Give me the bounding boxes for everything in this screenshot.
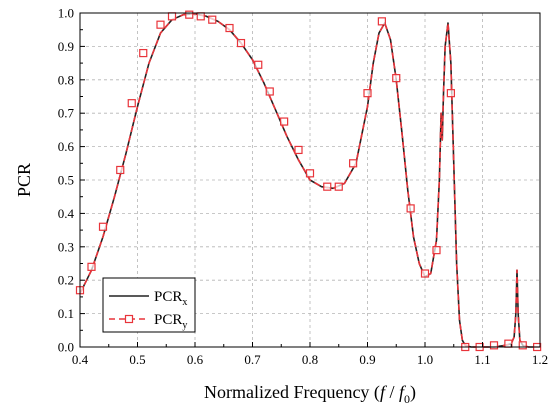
legend-marker-pcry bbox=[124, 314, 134, 324]
data-point-marker bbox=[406, 204, 415, 213]
data-point-marker bbox=[377, 17, 386, 26]
data-point-marker bbox=[156, 20, 165, 29]
data-point-marker bbox=[139, 48, 148, 58]
x-axis-label: Normalized Frequency (f / f0) bbox=[204, 382, 416, 406]
data-point-marker bbox=[392, 74, 401, 83]
data-point-marker bbox=[420, 269, 430, 278]
x-tick-label: 0.5 bbox=[129, 352, 145, 367]
data-point-marker bbox=[363, 89, 372, 98]
data-point-marker bbox=[236, 38, 246, 48]
legend: PCRx PCRy bbox=[102, 277, 196, 333]
legend-label-pcrx: PCRx bbox=[154, 289, 187, 308]
data-point-marker bbox=[185, 10, 194, 19]
series-line-pcry bbox=[79, 12, 540, 348]
x-axis-label-main: Normalized Frequency ( bbox=[204, 382, 380, 403]
y-tick-label: 0.7 bbox=[58, 106, 75, 121]
data-point-marker bbox=[254, 60, 263, 69]
x-tick-label: 1.0 bbox=[417, 352, 433, 367]
legend-label-pcrx-main: PCR bbox=[154, 289, 182, 305]
x-axis-label-var2: f bbox=[399, 382, 407, 402]
axis-ticks: 0.4 0.5 0.6 0.7 0.8 0.9 1.0 1.1 1.2 0.0 0.1 0.2 0.3 0… bbox=[58, 6, 548, 368]
data-point-marker bbox=[446, 89, 455, 98]
data-point-marker bbox=[323, 182, 332, 191]
legend-label-pcry-sub: y bbox=[182, 320, 187, 331]
data-point-marker bbox=[87, 262, 96, 271]
y-axis-label: PCR bbox=[14, 163, 34, 197]
data-point-marker bbox=[432, 246, 441, 255]
x-tick-label: 0.6 bbox=[187, 352, 204, 367]
y-tick-label: 0.0 bbox=[58, 340, 74, 355]
x-axis-label-close: ) bbox=[410, 382, 416, 403]
data-point-marker bbox=[305, 169, 315, 178]
data-point-marker bbox=[489, 341, 499, 350]
data-point-marker bbox=[225, 23, 234, 33]
y-tick-label: 0.8 bbox=[58, 72, 74, 87]
data-point-marker bbox=[167, 12, 177, 21]
x-tick-label: 0.9 bbox=[359, 352, 375, 367]
x-tick-label: 1.2 bbox=[532, 352, 548, 367]
y-tick-label: 0.9 bbox=[58, 39, 74, 54]
data-point-marker bbox=[294, 145, 303, 155]
x-axis-label-slash: / bbox=[385, 382, 399, 402]
data-point-marker bbox=[349, 159, 358, 168]
data-point-marker bbox=[116, 165, 125, 175]
y-tick-label: 0.6 bbox=[58, 139, 75, 154]
x-tick-label: 1.1 bbox=[474, 352, 490, 367]
x-tick-label: 0.8 bbox=[302, 352, 318, 367]
x-tick-label: 0.4 bbox=[72, 352, 89, 367]
y-tick-label: 0.5 bbox=[58, 173, 74, 188]
y-tick-label: 0.4 bbox=[58, 206, 75, 221]
y-tick-label: 0.2 bbox=[58, 273, 74, 288]
data-point-marker bbox=[280, 117, 289, 126]
data-point-marker bbox=[265, 87, 274, 96]
legend-label-pcry-main: PCR bbox=[154, 312, 182, 328]
data-point-marker bbox=[127, 99, 136, 108]
x-axis-label-sub: 0 bbox=[404, 392, 410, 406]
x-tick-label: 0.7 bbox=[244, 352, 261, 367]
data-point-marker bbox=[208, 15, 217, 24]
x-axis-label-var1: f bbox=[380, 382, 388, 402]
y-tick-label: 0.1 bbox=[58, 306, 74, 321]
data-point-marker bbox=[98, 222, 108, 231]
y-tick-label: 1.0 bbox=[58, 6, 74, 21]
data-point-marker bbox=[196, 12, 205, 21]
data-point-marker bbox=[334, 182, 343, 191]
legend-box bbox=[102, 277, 196, 333]
y-tick-label: 0.3 bbox=[58, 239, 74, 254]
legend-label-pcry: PCRy bbox=[154, 312, 187, 331]
data-point-marker bbox=[518, 341, 527, 350]
legend-label-pcrx-sub: x bbox=[182, 297, 187, 308]
